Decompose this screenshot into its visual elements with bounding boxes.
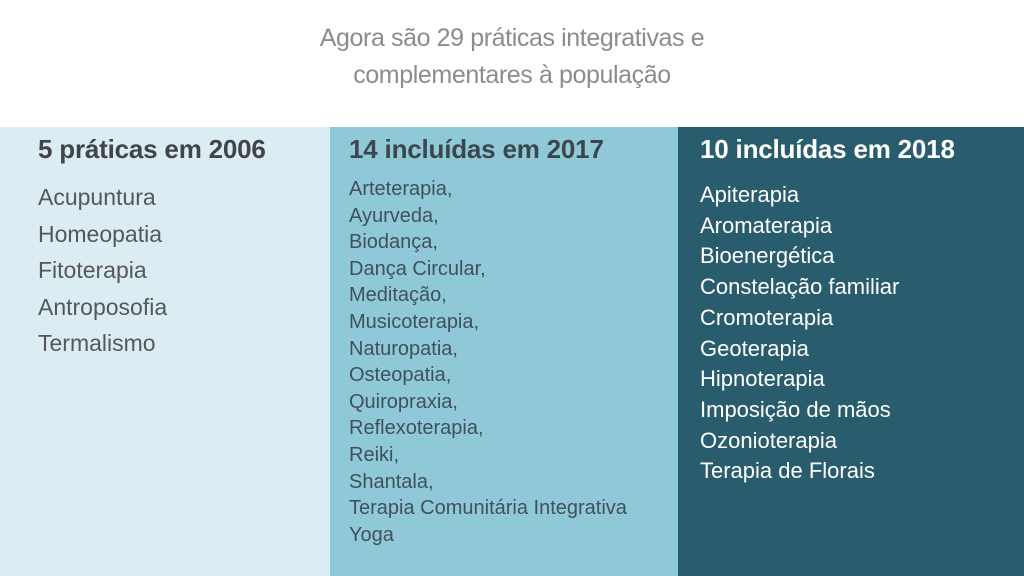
list-item: Yoga (349, 523, 394, 546)
list-item: Bioenergética (700, 243, 835, 269)
list-item: Fitoterapia (38, 257, 147, 283)
practices-list-2018: Apiterapia Aromaterapia Bioenergética Const… (700, 180, 1016, 487)
list-item: Dança Circular, (349, 257, 486, 280)
practices-list-2006: Acupuntura Homeopatia Fitoterapia Antroposo… (38, 179, 320, 362)
column-2018: 10 incluídas em 2018 Apiterapia Aromatera… (678, 127, 1024, 576)
column-2006: 5 práticas em 2006 Acupuntura Homeopatia F… (0, 127, 330, 576)
list-item: Quiropraxia, (349, 390, 458, 413)
list-item: Cromoterapia (700, 304, 834, 330)
list-item: Geoterapia (700, 335, 809, 361)
column-2006-heading: 5 práticas em 2006 (38, 134, 266, 164)
slide-header: Agora são 29 práticas integrativas e com… (0, 0, 1024, 127)
list-item: Naturopatia, (349, 337, 458, 360)
practices-columns: 5 práticas em 2006 Acupuntura Homeopatia F… (0, 127, 1024, 576)
list-item: Imposição de mãos (700, 396, 891, 422)
list-item: Aromaterapia (700, 212, 833, 238)
list-item: Hipnoterapia (700, 366, 825, 392)
list-item: Terapia de Florais (700, 458, 875, 484)
list-item: Shantala, (349, 470, 434, 493)
list-item: Meditação, (349, 284, 447, 307)
list-item: Termalismo (38, 330, 156, 356)
list-item: Constelação familiar (700, 274, 900, 300)
slide-title-line-2: complementares à população (353, 61, 671, 89)
list-item: Osteopatia, (349, 364, 452, 387)
list-item: Arteterapia, (349, 178, 453, 200)
list-item: Homeopatia (38, 220, 163, 247)
list-item: Reflexoterapia, (349, 417, 484, 440)
list-item: Ozonioterapia (700, 427, 837, 453)
list-item: Reiki, (349, 443, 400, 466)
column-2018-heading: 10 incluídas em 2018 (700, 134, 955, 164)
practices-list-2017: Arteterapia, Ayurveda, Biodança, Dança Circ… (349, 176, 670, 548)
list-item: Apiterapia (700, 182, 800, 207)
slide-title: Agora são 29 práticas integrativas e com… (0, 0, 1024, 94)
list-item: Terapia Comunitária Integrativa (349, 497, 627, 520)
list-item: Biodança, (349, 231, 438, 254)
column-2017-heading: 14 incluídas em 2017 (349, 134, 604, 164)
list-item: Ayurveda, (349, 204, 439, 227)
slide-title-line-1: Agora são 29 práticas integrativas e (319, 24, 705, 52)
list-item: Antroposofia (38, 293, 168, 320)
list-item: Acupuntura (38, 184, 156, 210)
list-item: Musicoterapia, (349, 310, 480, 333)
column-2017: 14 incluídas em 2017 Arteterapia, Ayurved… (330, 127, 678, 576)
